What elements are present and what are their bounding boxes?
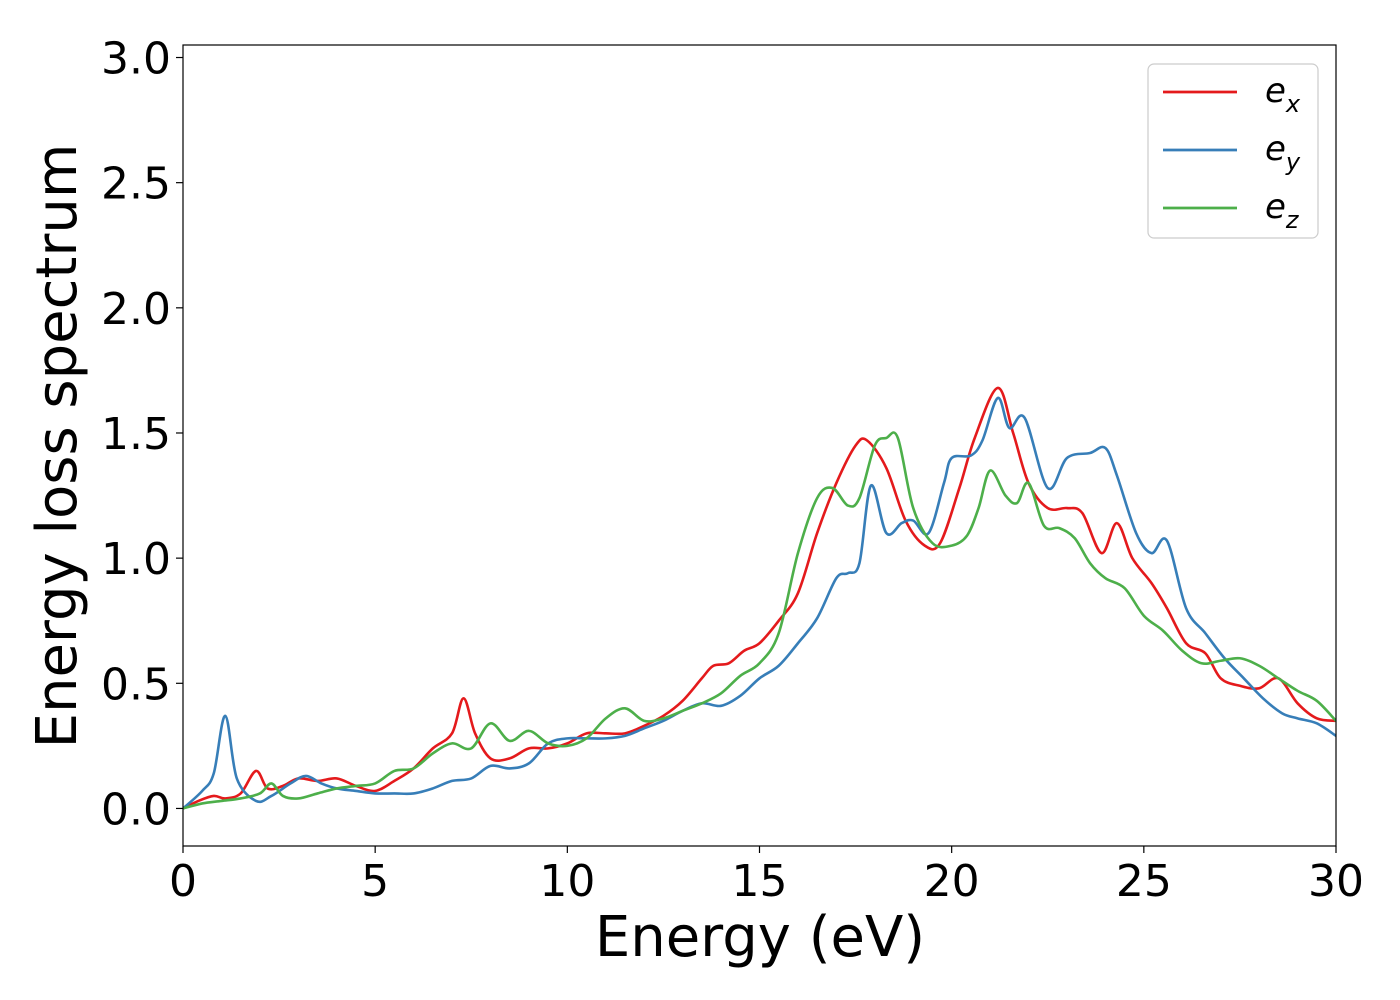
y-tick-label: 1.5 [101,409,171,460]
x-tick-label: 20 [924,856,980,907]
y-axis-title: Energy loss spectrum [25,144,90,749]
y-tick-label: 2.5 [101,159,171,210]
x-tick-label: 10 [539,856,595,907]
y-tick-label: 2.0 [101,284,171,335]
plot-background [183,45,1336,846]
series-line-e-y [183,396,1336,810]
x-tick-label: 5 [361,856,389,907]
x-tick-label: 25 [1116,856,1172,907]
x-axis: 0 5 10 15 20 25 30 [169,846,1364,907]
y-tick-label: 3.0 [101,34,171,85]
y-tick-label: 1.0 [101,534,171,585]
y-tick-label: 0.5 [101,659,171,710]
x-tick-label: 30 [1308,856,1364,907]
series-layer [183,386,1336,810]
x-tick-label: 0 [169,856,197,907]
x-tick-label: 15 [732,856,788,907]
y-tick-label: 0.0 [101,784,171,835]
y-axis: 0.0 0.5 1.0 1.5 2.0 2.5 3.0 [101,34,183,835]
series-line-e-z [183,431,1336,810]
x-axis-title: Energy (eV) [595,905,925,970]
